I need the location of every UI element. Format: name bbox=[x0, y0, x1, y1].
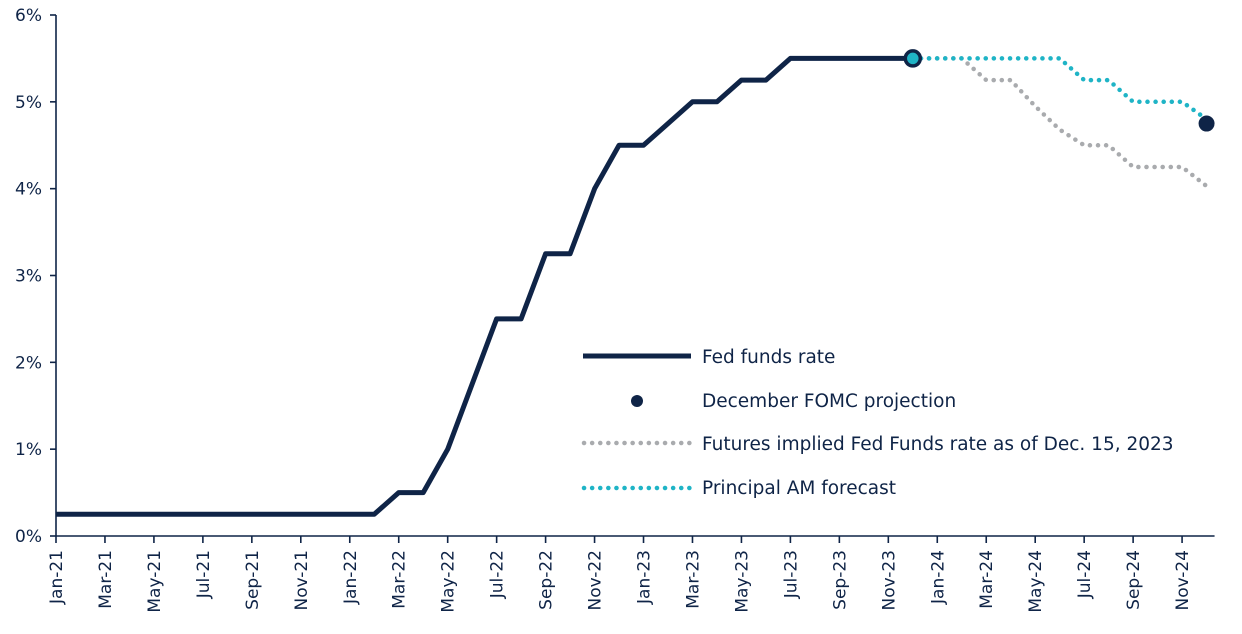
y-tick-label: 1% bbox=[15, 440, 42, 460]
x-tick-label: Sep-21 bbox=[243, 550, 263, 610]
legend-label-fed-funds: Fed funds rate bbox=[702, 347, 835, 368]
y-tick-label: 0% bbox=[15, 527, 42, 547]
x-tick-label: Sep-24 bbox=[1124, 550, 1144, 610]
x-tick-label: Sep-23 bbox=[830, 550, 850, 610]
series-line-1 bbox=[910, 56, 1209, 189]
x-tick-label: Mar-24 bbox=[977, 550, 997, 609]
x-tick-label: Jul-21 bbox=[194, 550, 214, 599]
x-tick-label: Nov-22 bbox=[586, 550, 606, 611]
marker-last-observed bbox=[903, 49, 923, 68]
x-tick-label: May-22 bbox=[439, 550, 459, 613]
x-tick-label: Jan-23 bbox=[635, 550, 655, 605]
series-line-2 bbox=[910, 56, 1209, 122]
x-tick-label: Jan-21 bbox=[47, 550, 67, 605]
legend: Fed funds rate December FOMC projection … bbox=[581, 347, 1174, 499]
x-tick-label: Jan-22 bbox=[341, 550, 361, 605]
y-tick-label: 5% bbox=[15, 93, 42, 113]
y-tick-marks bbox=[50, 14, 56, 537]
y-tick-label: 3% bbox=[15, 267, 42, 287]
x-axis-labels: Jan-21 Mar-21 May-21 Jul-21 Sep-21 Nov-21 Jan-… bbox=[47, 536, 1193, 613]
x-tick-label: Jul-24 bbox=[1075, 550, 1095, 599]
axes bbox=[55, 15, 1215, 537]
x-tick-label: Jul-23 bbox=[781, 550, 801, 599]
x-tick-label: Mar-22 bbox=[390, 550, 410, 609]
y-tick-label: 4% bbox=[15, 180, 42, 200]
legend-label-fomc-projection: December FOMC projection bbox=[702, 391, 956, 412]
x-tick-label: Jul-22 bbox=[488, 550, 508, 599]
x-tick-label: May-21 bbox=[145, 550, 165, 613]
series-line-0 bbox=[56, 55, 913, 517]
legend-label-principal: Principal AM forecast bbox=[702, 478, 896, 499]
legend-label-futures: Futures implied Fed Funds rate as of Dec… bbox=[702, 434, 1174, 455]
marker-fomc-projection bbox=[1198, 115, 1215, 132]
markers-layer bbox=[903, 49, 1215, 132]
x-tick-label: Nov-21 bbox=[292, 550, 312, 611]
x-tick-label: Jan-24 bbox=[928, 550, 948, 605]
y-axis-labels: 0% 1% 2% 3% 4% 5% 6% bbox=[15, 6, 42, 547]
y-tick-label: 6% bbox=[15, 6, 42, 26]
x-tick-label: Mar-23 bbox=[683, 550, 703, 609]
series-layer bbox=[56, 55, 1209, 517]
x-tick-label: May-24 bbox=[1026, 550, 1046, 613]
x-tick-label: Mar-21 bbox=[96, 550, 116, 609]
legend-swatch-fomc-dot bbox=[631, 395, 643, 407]
x-tick-label: May-23 bbox=[732, 550, 752, 613]
x-tick-label: Sep-22 bbox=[537, 550, 557, 610]
y-tick-label: 2% bbox=[15, 353, 42, 373]
x-tick-label: Nov-24 bbox=[1173, 550, 1193, 611]
x-tick-label: Nov-23 bbox=[879, 550, 899, 611]
